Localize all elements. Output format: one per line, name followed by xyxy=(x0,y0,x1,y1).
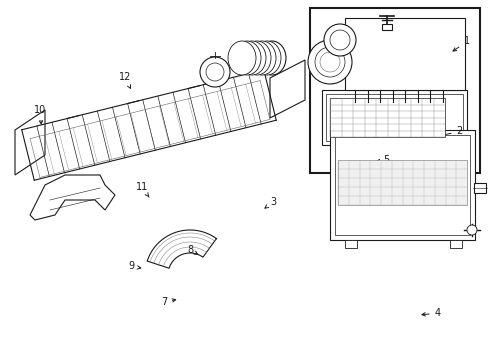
Text: 1: 1 xyxy=(452,36,469,51)
Bar xyxy=(337,160,466,205)
Text: 5: 5 xyxy=(376,155,388,165)
Circle shape xyxy=(324,24,355,56)
Polygon shape xyxy=(30,175,115,220)
Circle shape xyxy=(314,47,345,77)
Circle shape xyxy=(205,63,224,81)
Text: 3: 3 xyxy=(264,197,276,208)
Polygon shape xyxy=(269,60,305,118)
Bar xyxy=(334,135,469,235)
Ellipse shape xyxy=(227,41,256,75)
Text: 2: 2 xyxy=(438,126,462,137)
Ellipse shape xyxy=(247,41,275,75)
Ellipse shape xyxy=(243,41,270,75)
Polygon shape xyxy=(147,230,216,268)
Text: 9: 9 xyxy=(128,261,141,271)
Bar xyxy=(345,18,464,90)
Bar xyxy=(321,90,466,145)
Bar xyxy=(309,8,479,173)
Bar xyxy=(329,130,474,240)
Ellipse shape xyxy=(232,41,261,75)
Bar xyxy=(473,183,485,193)
Bar xyxy=(345,240,356,248)
Ellipse shape xyxy=(252,41,281,75)
Text: 8: 8 xyxy=(187,245,197,255)
Circle shape xyxy=(329,30,349,50)
Circle shape xyxy=(307,40,351,84)
Bar xyxy=(325,94,462,141)
Text: 11: 11 xyxy=(135,182,149,197)
Bar xyxy=(449,240,461,248)
Polygon shape xyxy=(15,110,45,175)
Bar xyxy=(381,24,391,30)
Ellipse shape xyxy=(238,41,265,75)
Text: 7: 7 xyxy=(161,297,175,307)
Text: 6: 6 xyxy=(382,182,396,192)
Text: 12: 12 xyxy=(118,72,131,88)
Text: 10: 10 xyxy=(34,105,46,124)
Ellipse shape xyxy=(258,41,285,75)
Circle shape xyxy=(200,57,229,87)
Text: 4: 4 xyxy=(421,308,440,318)
Bar xyxy=(329,98,444,137)
Circle shape xyxy=(466,225,476,235)
